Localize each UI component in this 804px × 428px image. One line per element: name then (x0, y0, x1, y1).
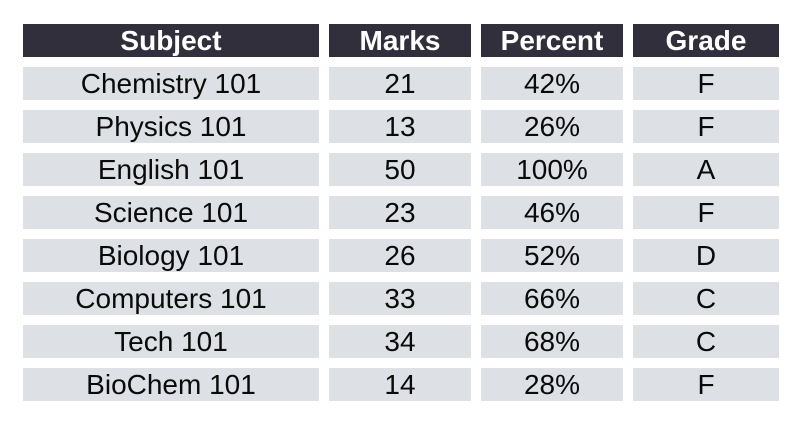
cell-subject: Science 101 (23, 196, 319, 229)
cell-percent: 68% (481, 325, 623, 358)
cell-percent: 46% (481, 196, 623, 229)
table-row: BioChem 101 14 28% F (23, 368, 779, 401)
table-row: Science 101 23 46% F (23, 196, 779, 229)
cell-marks: 21 (329, 67, 471, 100)
cell-grade: F (633, 196, 779, 229)
cell-percent: 52% (481, 239, 623, 272)
grades-table: Subject Marks Percent Grade Chemistry 10… (13, 14, 789, 411)
cell-marks: 50 (329, 153, 471, 186)
cell-marks: 23 (329, 196, 471, 229)
cell-subject: Chemistry 101 (23, 67, 319, 100)
cell-grade: C (633, 325, 779, 358)
table-row: English 101 50 100% A (23, 153, 779, 186)
table-header-row: Subject Marks Percent Grade (23, 24, 779, 57)
cell-percent: 28% (481, 368, 623, 401)
cell-marks: 34 (329, 325, 471, 358)
cell-subject: English 101 (23, 153, 319, 186)
cell-subject: Physics 101 (23, 110, 319, 143)
table-row: Biology 101 26 52% D (23, 239, 779, 272)
cell-grade: F (633, 110, 779, 143)
cell-grade: D (633, 239, 779, 272)
table-row: Physics 101 13 26% F (23, 110, 779, 143)
cell-grade: F (633, 67, 779, 100)
table-row: Tech 101 34 68% C (23, 325, 779, 358)
cell-subject: Biology 101 (23, 239, 319, 272)
column-header-marks: Marks (329, 24, 471, 57)
column-header-grade: Grade (633, 24, 779, 57)
table-row: Chemistry 101 21 42% F (23, 67, 779, 100)
cell-percent: 100% (481, 153, 623, 186)
cell-marks: 33 (329, 282, 471, 315)
cell-grade: C (633, 282, 779, 315)
grades-table-container: Subject Marks Percent Grade Chemistry 10… (13, 14, 789, 411)
column-header-percent: Percent (481, 24, 623, 57)
cell-percent: 42% (481, 67, 623, 100)
cell-marks: 13 (329, 110, 471, 143)
cell-subject: Computers 101 (23, 282, 319, 315)
table-row: Computers 101 33 66% C (23, 282, 779, 315)
cell-percent: 26% (481, 110, 623, 143)
cell-marks: 14 (329, 368, 471, 401)
cell-grade: F (633, 368, 779, 401)
cell-marks: 26 (329, 239, 471, 272)
cell-subject: Tech 101 (23, 325, 319, 358)
cell-grade: A (633, 153, 779, 186)
cell-percent: 66% (481, 282, 623, 315)
column-header-subject: Subject (23, 24, 319, 57)
table-body: Chemistry 101 21 42% F Physics 101 13 26% F Engl… (23, 67, 779, 401)
cell-subject: BioChem 101 (23, 368, 319, 401)
